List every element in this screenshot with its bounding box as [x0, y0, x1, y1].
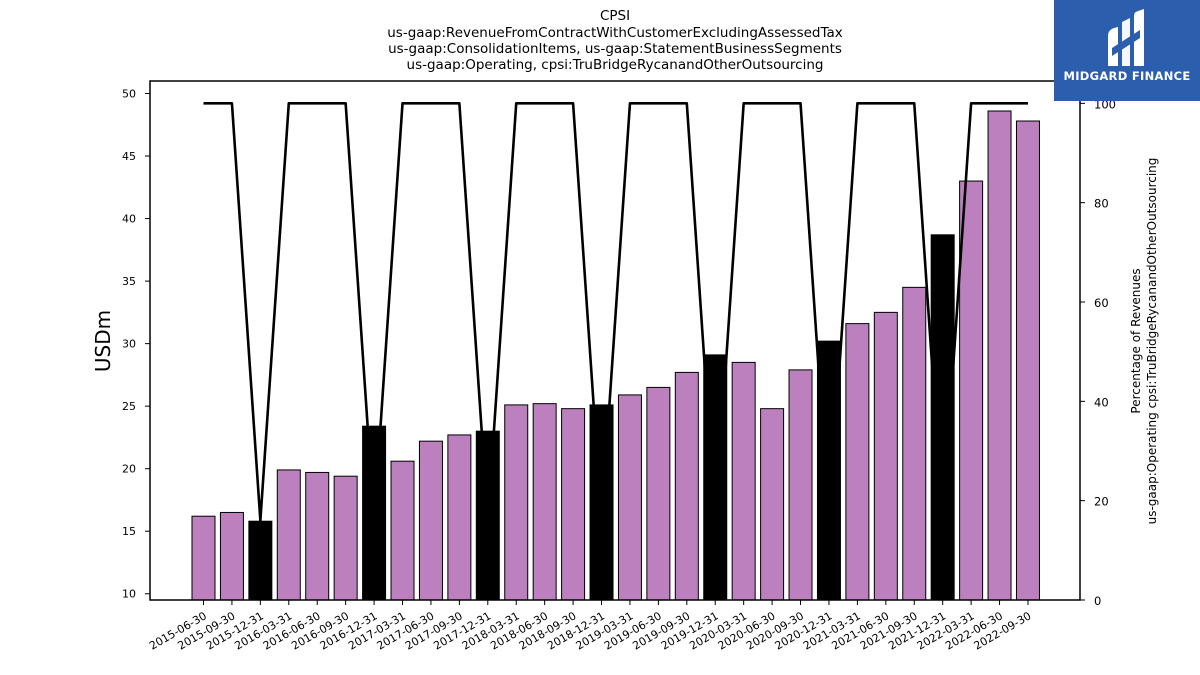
bar-2015-12-31	[248, 520, 273, 601]
chart-title: CPSI us-gaap:RevenueFromContractWithCust…	[387, 8, 843, 73]
bar-2017-06-30	[418, 440, 443, 601]
left-tick-label: 35	[122, 275, 136, 288]
y-axis-label: USDm	[91, 310, 115, 372]
brand-logo: MIDGARD FINANCE	[1054, 0, 1200, 101]
y2-axis-label-line-1: Percentage of Revenues	[1129, 268, 1143, 413]
bar-2016-09-30	[333, 475, 358, 601]
left-tick-label: 15	[122, 525, 136, 538]
bar-2018-09-30	[561, 408, 586, 601]
percentage-line	[203, 102, 1028, 522]
bar-2018-06-30	[532, 403, 557, 601]
bar-2022-06-30	[987, 110, 1012, 601]
bar-2022-03-31	[959, 180, 984, 601]
left-tick-label: 30	[122, 338, 136, 351]
bar-2016-06-30	[305, 471, 330, 601]
right-tick-label: 60	[1094, 296, 1109, 310]
y2-axis-label-line-2: us-gaap:Operating cpsi:TruBridgeRycanand…	[1145, 158, 1159, 525]
bar-2021-06-30	[873, 311, 898, 601]
left-tick-label: 10	[122, 588, 136, 601]
bar-2021-09-30	[902, 286, 927, 601]
bar-2020-06-30	[760, 408, 785, 601]
bar-2015-09-30	[219, 511, 244, 601]
chart-title-line-3: us-gaap:ConsolidationItems, us-gaap:Stat…	[388, 41, 842, 57]
right-tick-label: 40	[1094, 395, 1109, 409]
bar-2019-06-30	[646, 386, 671, 601]
bar-2018-03-31	[504, 404, 529, 601]
right-tick-label: 80	[1094, 197, 1109, 211]
left-tick-label: 40	[122, 213, 136, 226]
bar-2019-09-30	[674, 371, 699, 601]
x-axis: 2015-06-302015-09-302015-12-312016-03-31…	[147, 600, 1033, 653]
bar-2021-03-31	[845, 323, 870, 601]
left-tick-label: 25	[122, 400, 136, 413]
bar-2020-12-31	[816, 340, 841, 601]
right-tick-label: 0	[1094, 594, 1101, 608]
bar-2020-03-31	[731, 361, 756, 601]
percentage-line-series	[203, 102, 1028, 522]
plot-frame	[149, 80, 1081, 601]
bar-2019-03-31	[617, 394, 642, 601]
left-tick-label: 45	[122, 150, 136, 163]
left-tick-label: 20	[122, 463, 136, 476]
chart-title-line-1: CPSI	[600, 8, 630, 24]
bar-2016-03-31	[276, 469, 301, 601]
chart-title-line-2: us-gaap:RevenueFromContractWithCustomerE…	[387, 25, 843, 41]
bar-2017-09-30	[447, 434, 472, 601]
logo-text: MIDGARD FINANCE	[1063, 69, 1191, 83]
bar-2020-09-30	[788, 369, 813, 601]
left-tick-label: 50	[122, 88, 136, 101]
chart-title-line-4: us-gaap:Operating, cpsi:TruBridgeRycanan…	[407, 57, 824, 73]
left-y-axis: 10 15 20 25 30 35 40 45 50	[122, 88, 150, 601]
midgard-logo-icon	[1108, 9, 1144, 66]
bar-2017-03-31	[390, 460, 415, 601]
bar-2015-06-30	[191, 515, 216, 601]
bar-series	[191, 110, 1040, 601]
bar-2022-09-30	[1015, 120, 1040, 601]
right-tick-label: 20	[1094, 495, 1109, 509]
